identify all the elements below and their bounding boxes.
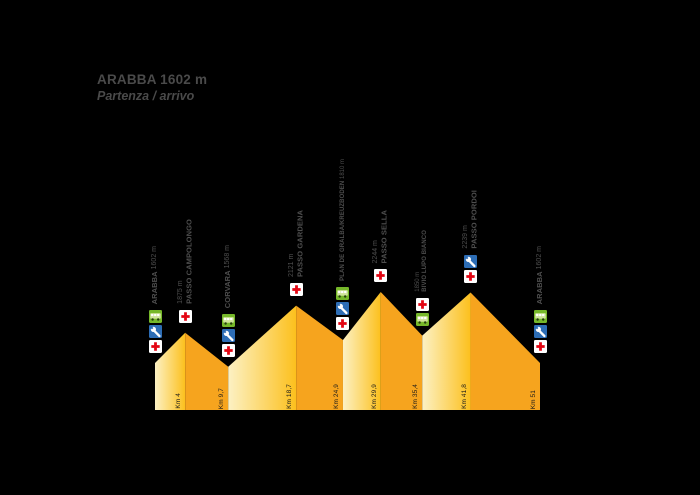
header: ARABBA 1602 m Partenza / arrivo [97, 72, 207, 103]
medical-cross-icon [533, 340, 547, 353]
header-title: ARABBA 1602 m [97, 72, 207, 87]
medical-cross-icon [221, 343, 235, 357]
km-marker: Km 18,7 [286, 384, 294, 409]
km-marker: Km 41,8 [460, 384, 468, 409]
waypoint-altitude: 1602 m [535, 245, 543, 271]
waypoint-name: PASSO CAMPOLONGO [183, 219, 193, 304]
descent-segment [296, 305, 343, 410]
waypoint-plan-de-gralba-kreuzboden: PLAN DE GRALBA/KREUZBODEN 1810 m [334, 159, 352, 330]
bus-icon [533, 310, 547, 323]
bus-icon [221, 313, 235, 327]
bus-icon [415, 312, 429, 326]
waypoint-name: ARABBA [534, 270, 544, 304]
climb-segment [422, 292, 471, 410]
km-marker: Km 4 [175, 393, 183, 409]
medical-cross-icon [336, 317, 350, 330]
km-marker: Km 9,7 [218, 387, 226, 409]
waypoint-passo-sella: 2244 m PASSO SELLA [372, 210, 390, 282]
descent-segment [185, 332, 229, 410]
climb-segment [228, 305, 297, 410]
waypoint-label: CORVARA 1568 m [219, 245, 238, 308]
wrench-icon [336, 302, 350, 315]
medical-cross-icon [289, 282, 303, 296]
medical-cross-icon [374, 269, 388, 282]
waypoint-name: PLAN DE GRALBA/KREUZBODEN [339, 180, 346, 281]
header-altitude: 1602 m [160, 72, 208, 87]
medical-cross-icon [415, 297, 429, 311]
km-marker: Km 29,9 [370, 384, 378, 409]
waypoint-label: 2244 m PASSO SELLA [372, 210, 389, 263]
waypoint-name: ARABBA [149, 270, 159, 304]
wrench-icon [148, 325, 162, 338]
waypoint-label: ARABBA 1602 m [531, 246, 550, 304]
medical-cross-icon [148, 340, 162, 353]
waypoint-passo-gardena: 2121 m PASSO GARDENA [287, 210, 305, 296]
waypoint-name: PASSO SELLA [379, 209, 389, 263]
waypoint-label: 2121 m PASSO GARDENA [288, 210, 305, 277]
waypoint-name: CORVARA [222, 269, 232, 308]
waypoint-label: 2239 m PASSO PORDOI [462, 190, 479, 249]
header-location: ARABBA [97, 72, 157, 87]
waypoint-bivio-lupo-bianco: 1850 m BIVIO LUPO BIANCO [413, 230, 431, 326]
wrench-icon [533, 325, 547, 338]
km-marker: Km 24,9 [332, 384, 340, 409]
waypoint-arabba: ARABBA 1602 m [531, 246, 549, 353]
medical-cross-icon [464, 269, 478, 283]
waypoint-name: BIVIO LUPO BIANCO [422, 229, 429, 292]
waypoint-label: 1850 m BIVIO LUPO BIANCO [415, 230, 429, 292]
bus-icon [148, 310, 162, 323]
wrench-icon [221, 328, 235, 342]
km-marker: Km 51 [530, 389, 537, 409]
climb-segment [155, 332, 186, 410]
waypoint-corvara: CORVARA 1568 m [219, 245, 237, 357]
waypoint-name: PASSO PORDOI [469, 189, 479, 249]
km-marker: Km 35,4 [412, 384, 420, 409]
descent-segment [380, 291, 423, 410]
waypoint-passo-pordoi: 2239 m PASSO PORDOI [462, 190, 480, 283]
waypoint-arabba: ARABBA 1602 m [146, 246, 164, 353]
wrench-icon [464, 254, 478, 268]
waypoint-altitude: 1810 m [339, 159, 346, 181]
waypoint-name: PASSO GARDENA [294, 209, 304, 277]
bus-icon [336, 287, 350, 300]
climb-segment [342, 291, 381, 410]
waypoint-label: PLAN DE GRALBA/KREUZBODEN 1810 m [334, 159, 353, 281]
waypoint-label: 1875 m PASSO CAMPOLONGO [177, 219, 194, 304]
waypoint-passo-campolongo: 1875 m PASSO CAMPOLONGO [176, 219, 194, 323]
descent-segment [470, 292, 540, 410]
header-subtitle: Partenza / arrivo [97, 89, 195, 103]
medical-cross-icon [178, 309, 192, 323]
waypoint-altitude: 1602 m [150, 245, 158, 271]
waypoint-altitude: 1568 m [223, 244, 231, 270]
waypoint-label: ARABBA 1602 m [146, 246, 165, 304]
